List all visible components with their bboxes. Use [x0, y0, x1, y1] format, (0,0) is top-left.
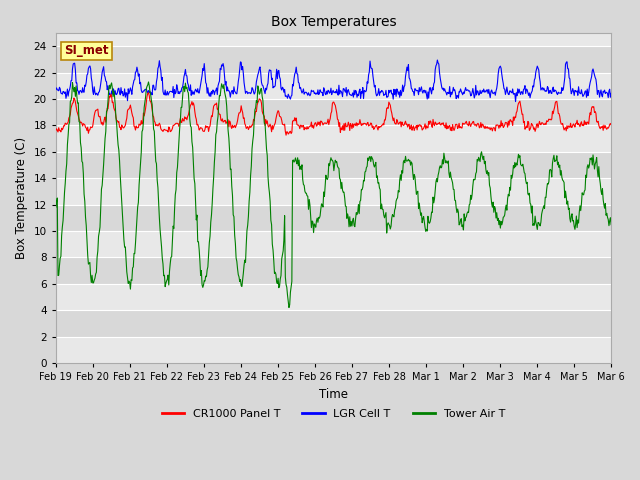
Bar — [56, 46, 611, 72]
Y-axis label: Box Temperature (C): Box Temperature (C) — [15, 137, 28, 259]
Bar — [56, 257, 611, 284]
Bar — [56, 178, 611, 204]
Bar — [56, 336, 611, 363]
Bar — [56, 152, 611, 178]
Bar — [56, 310, 611, 336]
Bar — [56, 231, 611, 257]
Legend: CR1000 Panel T, LGR Cell T, Tower Air T: CR1000 Panel T, LGR Cell T, Tower Air T — [157, 405, 510, 423]
Title: Box Temperatures: Box Temperatures — [271, 15, 396, 29]
Bar — [56, 72, 611, 99]
Bar — [56, 204, 611, 231]
Bar — [56, 284, 611, 310]
Text: SI_met: SI_met — [64, 45, 109, 58]
X-axis label: Time: Time — [319, 388, 348, 401]
Bar — [56, 125, 611, 152]
Bar — [56, 99, 611, 125]
